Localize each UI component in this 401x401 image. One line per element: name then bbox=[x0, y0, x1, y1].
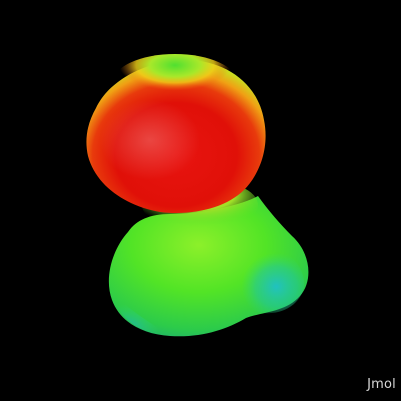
surface-lower-lobe bbox=[108, 196, 309, 337]
surface-head bbox=[86, 54, 266, 214]
jmol-watermark: Jmol bbox=[367, 377, 396, 392]
